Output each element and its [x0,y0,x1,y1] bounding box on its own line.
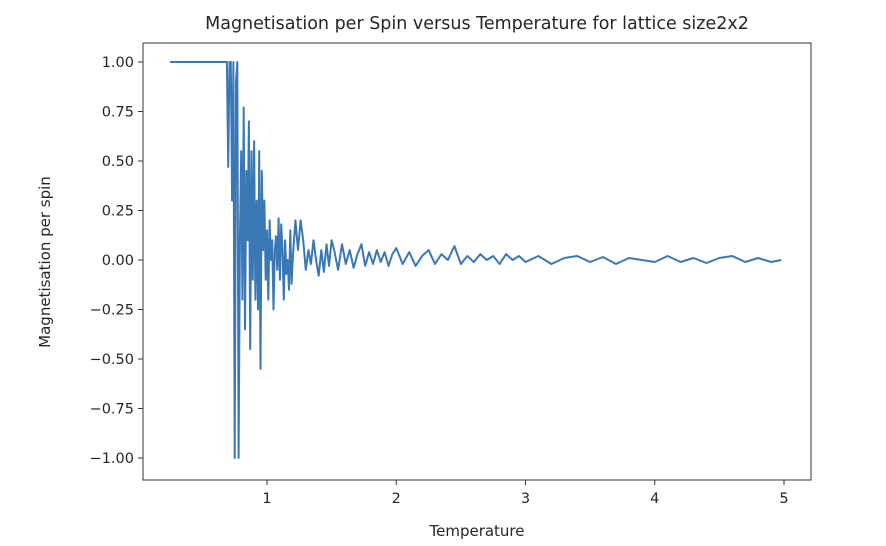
x-axis-label: Temperature [428,522,524,540]
y-tick-label: 0.25 [102,204,134,220]
y-axis-label: Magnetisation per spin [36,176,54,348]
y-tick-label: 1.00 [102,55,134,71]
y-axis: 1.00 0.75 0.50 0.25 0.00 −0.25 −0.50 −0.75 −1.00 [90,55,143,467]
y-tick-label: 0.50 [102,154,134,170]
series-line-magnetisation [170,61,782,459]
y-tick-label: −0.25 [90,303,134,319]
x-tick-label: 1 [262,491,271,507]
chart-title: Magnetisation per Spin versus Temperatur… [205,14,749,34]
y-tick-label: 0.00 [102,253,134,269]
axes-frame [142,42,812,481]
series-group [170,61,782,459]
x-tick-label: 4 [650,491,659,507]
x-tick-label: 2 [392,491,401,507]
x-tick-label: 5 [779,491,788,507]
y-tick-label: −1.00 [90,451,134,467]
x-tick-label: 3 [521,491,530,507]
y-tick-label: −0.50 [90,352,134,368]
y-tick-label: 0.75 [102,105,134,121]
y-tick-label: −0.75 [90,402,134,418]
x-axis: 1 2 3 4 5 [262,480,789,507]
